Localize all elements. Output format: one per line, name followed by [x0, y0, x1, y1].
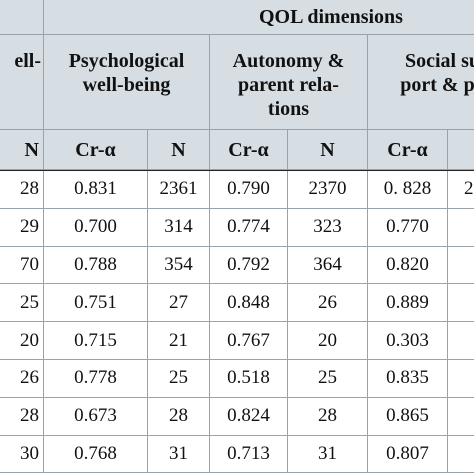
table-cell: 0.831 — [44, 171, 148, 209]
subcolumn-header: N — [288, 130, 368, 170]
table-cell: 0.792 — [210, 246, 288, 285]
table-cell: 354 — [148, 246, 210, 285]
table-cell: 29 — [0, 208, 44, 247]
table-cell: 0.807 — [368, 435, 448, 474]
table-cell: 323 — [288, 208, 368, 247]
table-cell: 31 — [148, 435, 210, 474]
table-cell — [448, 360, 474, 398]
group-header: Autonomy & parent rela- tions — [210, 35, 368, 130]
table-cell: 0.778 — [44, 360, 148, 398]
subcolumn-header: Cr-α — [368, 130, 448, 170]
table-cell: 2361 — [148, 171, 210, 209]
table-cell: 28 — [0, 397, 44, 436]
subcolumn-header: Cr-α — [210, 130, 288, 170]
table-cell: 314 — [148, 208, 210, 247]
table-cell: 21 — [148, 322, 210, 360]
table-cell: 0.713 — [210, 435, 288, 474]
table-cell — [448, 208, 474, 247]
table-cell: 20 — [288, 322, 368, 360]
table-cell: 20 — [0, 322, 44, 360]
table-cell: 0.848 — [210, 284, 288, 323]
table-cell: 0.788 — [44, 246, 148, 285]
header-corner — [0, 0, 44, 35]
table-cell — [448, 435, 474, 474]
table-cell: 0.751 — [44, 284, 148, 323]
table-cell: 2 — [448, 171, 474, 209]
table-cell: 2370 — [288, 171, 368, 209]
table-cell: 28 — [148, 397, 210, 436]
table-cell: 26 — [0, 360, 44, 398]
table-cell — [448, 284, 474, 323]
table-cell: 0.790 — [210, 171, 288, 209]
header-title: QOL dimensions — [44, 0, 474, 35]
table-cell: 0.835 — [368, 360, 448, 398]
table-cell: 0.768 — [44, 435, 148, 474]
table-cell: 25 — [0, 284, 44, 323]
header-rule — [0, 169, 474, 171]
table-cell: 0.820 — [368, 246, 448, 285]
table-cell: 26 — [288, 284, 368, 323]
subcolumn-header: Cr-α — [44, 130, 148, 170]
table-cell: 0.700 — [44, 208, 148, 247]
group-header: ell- — [0, 35, 44, 130]
group-header: Social su port & po — [368, 35, 474, 130]
table-cell: 0.824 — [210, 397, 288, 436]
subcolumn-header: N — [0, 130, 44, 170]
table-cell: 28 — [0, 171, 44, 209]
group-header: Psychological well-being — [44, 35, 210, 130]
table-cell: 0. 828 — [368, 171, 448, 209]
table-cell — [448, 322, 474, 360]
table-cell: 70 — [0, 246, 44, 285]
table-cell: 28 — [288, 397, 368, 436]
table-cell: 31 — [288, 435, 368, 474]
table-cell: 0.767 — [210, 322, 288, 360]
table-cell: 0.518 — [210, 360, 288, 398]
table-cell: 0.865 — [368, 397, 448, 436]
table-cell: 364 — [288, 246, 368, 285]
subcolumn-header: N — [148, 130, 210, 170]
table-cell: 0.774 — [210, 208, 288, 247]
table-cell: 30 — [0, 435, 44, 474]
table-cell — [448, 397, 474, 436]
table-cell: 27 — [148, 284, 210, 323]
subcolumn-header — [448, 130, 474, 170]
table-cell: 0.715 — [44, 322, 148, 360]
table-cell: 25 — [148, 360, 210, 398]
table-cell: 0.770 — [368, 208, 448, 247]
table-cell: 0.673 — [44, 397, 148, 436]
table-cell: 0.889 — [368, 284, 448, 323]
table-cell: 0.303 — [368, 322, 448, 360]
table-cell: 25 — [288, 360, 368, 398]
table-cell — [448, 246, 474, 285]
